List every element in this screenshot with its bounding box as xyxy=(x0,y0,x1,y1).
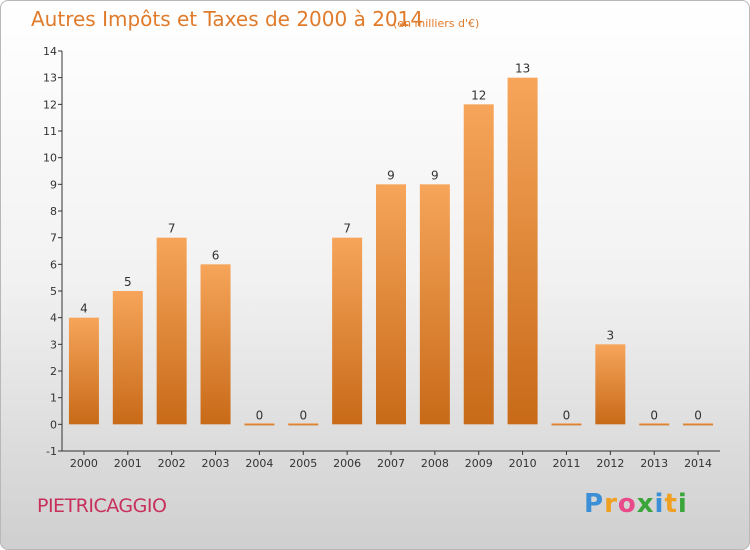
chart-title: Autres Impôts et Taxes de 2000 à 2014 xyxy=(31,7,424,31)
data-label: 6 xyxy=(212,248,220,262)
y-tick-label: 13 xyxy=(43,72,57,85)
y-tick-label: 11 xyxy=(43,125,57,138)
commune-name: PIETRICAGGIO xyxy=(37,495,167,517)
y-tick-label: 5 xyxy=(50,285,57,298)
y-tick-label: 8 xyxy=(50,205,57,218)
bar-2003 xyxy=(200,264,231,425)
bar-2014 xyxy=(683,423,714,426)
data-label: 4 xyxy=(80,302,88,316)
y-tick-label: 6 xyxy=(50,258,57,271)
bar-2012 xyxy=(595,344,626,425)
x-tick-label: 2001 xyxy=(114,457,142,470)
x-tick-label: 2008 xyxy=(421,457,449,470)
bar-2009 xyxy=(463,104,494,425)
data-label: 0 xyxy=(650,408,658,422)
bar-2008 xyxy=(419,184,450,425)
bar-2000 xyxy=(68,317,99,425)
data-label: 0 xyxy=(694,408,702,422)
bar-2013 xyxy=(639,423,670,426)
data-label: 13 xyxy=(515,62,530,76)
x-tick-label: 2014 xyxy=(684,457,712,470)
data-label: 7 xyxy=(168,222,176,236)
y-tick-label: 9 xyxy=(50,178,57,191)
logo-letter: i xyxy=(654,489,665,519)
logo-letter: o xyxy=(617,489,637,519)
x-tick-label: 2012 xyxy=(596,457,624,470)
bars xyxy=(68,77,714,426)
data-label: 5 xyxy=(124,275,132,289)
logo-letter: P xyxy=(584,489,605,519)
data-label: 12 xyxy=(471,88,486,102)
x-tick-label: 2006 xyxy=(333,457,361,470)
y-tick-label: 12 xyxy=(43,98,57,111)
x-tick-label: 2010 xyxy=(509,457,537,470)
x-tick-label: 2005 xyxy=(289,457,317,470)
x-tick-label: 2004 xyxy=(245,457,273,470)
y-tick-label: -1 xyxy=(46,445,57,458)
y-tick-label: 7 xyxy=(50,232,57,245)
bar-2010 xyxy=(507,77,538,425)
y-tick-label: 3 xyxy=(50,338,57,351)
proxiti-logo[interactable]: Proxiti xyxy=(584,489,688,519)
bar-2004 xyxy=(244,423,275,426)
y-tick-label: 10 xyxy=(43,152,57,165)
data-label: 9 xyxy=(387,168,395,182)
logo-letter: t xyxy=(664,489,678,519)
logo-letter: i xyxy=(677,489,688,519)
bar-2011 xyxy=(551,423,582,426)
chart-subtitle: (en milliers d'€) xyxy=(393,17,480,30)
data-label: 3 xyxy=(607,328,615,342)
bar-2002 xyxy=(156,237,187,425)
x-tick-label: 2000 xyxy=(70,457,98,470)
data-label: 0 xyxy=(256,408,264,422)
x-tick-label: 2013 xyxy=(640,457,668,470)
logo-letter: x xyxy=(636,489,655,519)
y-tick-label: 4 xyxy=(50,312,57,325)
x-tick-label: 2007 xyxy=(377,457,405,470)
x-tick-label: 2002 xyxy=(158,457,186,470)
logo-letter: r xyxy=(604,489,618,519)
x-tick-label: 2003 xyxy=(202,457,230,470)
data-label: 0 xyxy=(563,408,571,422)
x-tick-label: 2011 xyxy=(552,457,580,470)
data-label: 0 xyxy=(299,408,307,422)
data-labels: 4 5 7 6 0 0 7 9 9 12 13 0 3 0 0 xyxy=(80,62,702,423)
y-tick-label: 14 xyxy=(43,45,57,58)
y-tick-label: 2 xyxy=(50,365,57,378)
data-label: 9 xyxy=(431,168,439,182)
x-tick-label: 2009 xyxy=(465,457,493,470)
bar-2006 xyxy=(332,237,363,425)
bar-2005 xyxy=(288,423,319,426)
data-label: 7 xyxy=(343,222,351,236)
bar-2001 xyxy=(112,291,143,425)
y-tick-label: 0 xyxy=(50,418,57,431)
y-tick-label: 1 xyxy=(50,392,57,405)
bar-2007 xyxy=(376,184,406,425)
